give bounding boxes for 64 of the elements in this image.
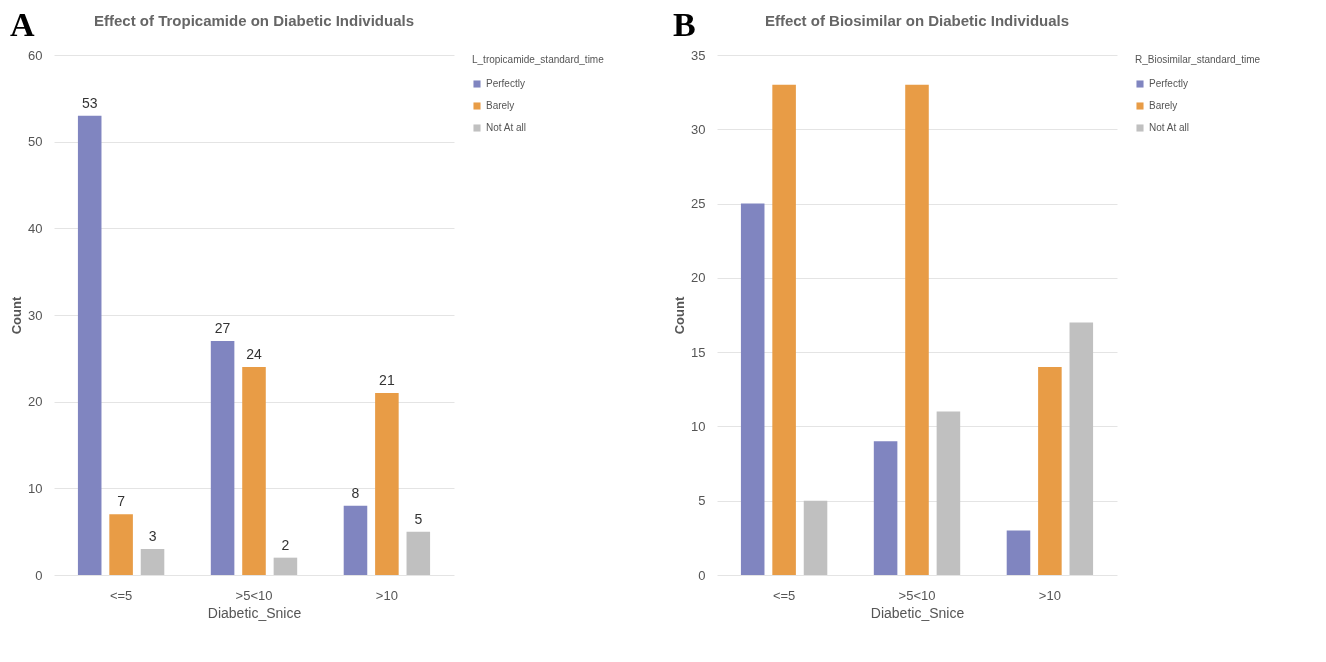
bar [740, 203, 765, 575]
y-tick-label: 0 [35, 567, 43, 583]
legend-label: Not At all [486, 122, 527, 133]
legend-label: Perfectly [1149, 78, 1188, 89]
y-tick-label: 30 [28, 307, 43, 323]
y-tick-label: 5 [698, 493, 706, 509]
bar [406, 531, 431, 575]
bar [873, 441, 898, 575]
bar [1069, 322, 1094, 575]
y-axis-title: Count [672, 296, 688, 335]
chart-title: Effect of Tropicamide on Diabetic Individuals [93, 12, 415, 29]
legend-title: R_Biosimilar_standard_time [1135, 54, 1261, 65]
bar [140, 549, 165, 575]
text: B [673, 6, 696, 44]
legend-label: Barely [486, 100, 515, 111]
x-tick-label: <=5 [109, 587, 133, 603]
legend-title: L_tropicamide_standard_time [472, 54, 605, 65]
y-tick-label: 20 [28, 394, 43, 410]
legend-label: Perfectly [486, 78, 525, 89]
bar [273, 557, 298, 575]
y-tick-label: 25 [691, 196, 706, 212]
y-tick-label: 10 [691, 418, 706, 434]
x-tick-label: >10 [375, 587, 398, 603]
legend-label: Not At all [1149, 122, 1190, 133]
bar [905, 84, 929, 575]
x-tick-label: >5<10 [898, 587, 936, 603]
data-label: 5 [414, 510, 423, 527]
y-tick-label: 60 [28, 47, 43, 63]
chart-title: Effect of Biosimilar on Diabetic Individuals [764, 12, 1070, 29]
data-label: 27 [214, 320, 231, 336]
bar [210, 341, 235, 575]
y-tick-label: 35 [691, 47, 706, 63]
bar [242, 367, 266, 575]
data-label: 53 [81, 94, 98, 111]
x-axis-title: Diabetic_Snice [870, 604, 965, 621]
bar [1038, 367, 1062, 575]
bar [109, 514, 133, 575]
data-label: 8 [351, 484, 360, 501]
y-tick-label: 0 [698, 567, 706, 583]
bar [936, 411, 961, 575]
data-label: 3 [148, 528, 157, 544]
bar [375, 393, 399, 575]
y-tick-label: 15 [691, 344, 706, 360]
legend-label: Barely [1149, 100, 1178, 111]
y-tick-label: 40 [28, 220, 43, 236]
x-axis-title: Diabetic_Snice [207, 604, 302, 621]
data-label: 21 [379, 372, 395, 388]
y-axis-title: Count [9, 296, 25, 335]
bar [77, 115, 102, 575]
x-tick-label: >10 [1038, 587, 1061, 603]
bar [1006, 530, 1031, 575]
data-label: 2 [281, 536, 290, 553]
data-label: 24 [246, 346, 262, 362]
bar [343, 505, 368, 575]
x-tick-label: <=5 [772, 587, 796, 603]
text: A [10, 6, 35, 44]
data-label: 7 [117, 493, 126, 510]
x-tick-label: >5<10 [235, 587, 273, 603]
bar [803, 500, 828, 575]
y-tick-label: 30 [691, 121, 706, 137]
y-tick-label: 20 [691, 270, 706, 286]
y-tick-label: 50 [28, 134, 43, 150]
bar [772, 84, 796, 575]
y-tick-label: 10 [28, 480, 43, 496]
